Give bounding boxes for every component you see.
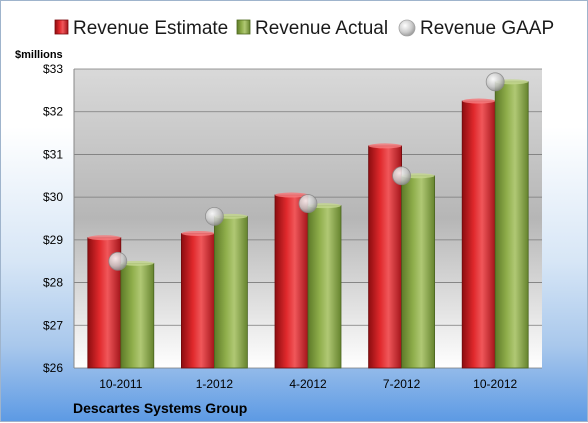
y-tick-label: $30 bbox=[43, 190, 63, 204]
gaap-marker bbox=[108, 251, 128, 271]
y-tick-label: $26 bbox=[43, 361, 63, 375]
bar-revenue-actual bbox=[494, 79, 529, 369]
bar-revenue-actual bbox=[401, 173, 436, 369]
gaap-markers bbox=[108, 72, 505, 271]
gaap-marker bbox=[298, 194, 318, 213]
legend-swatch-actual bbox=[236, 19, 251, 35]
y-tick-label: $31 bbox=[43, 147, 63, 161]
bar-revenue-estimate bbox=[274, 192, 309, 369]
gaap-marker bbox=[485, 72, 505, 92]
y-tick-label: $32 bbox=[43, 105, 63, 119]
x-tick-label: 1-2012 bbox=[196, 377, 234, 391]
x-tick-label: 4-2012 bbox=[289, 377, 327, 391]
x-axis-ticks: 10-2011 1-2012 4-2012 7-2012 10-2012 bbox=[99, 377, 517, 391]
legend-marker-gaap bbox=[398, 19, 416, 37]
x-tick-label: 7-2012 bbox=[383, 377, 421, 391]
bar-revenue-estimate bbox=[180, 230, 215, 369]
y-tick-label: $33 bbox=[43, 62, 63, 76]
bars bbox=[87, 79, 529, 369]
legend-swatch-estimate bbox=[54, 19, 69, 35]
legend: Revenue Estimate Revenue Actual Revenue … bbox=[54, 18, 554, 39]
gaap-marker bbox=[392, 166, 412, 186]
bar-revenue-actual bbox=[213, 213, 248, 369]
y-axis-unit-label: $millions bbox=[15, 49, 63, 61]
legend-label-gaap: Revenue GAAP bbox=[420, 18, 554, 39]
legend-label-actual: Revenue Actual bbox=[255, 18, 388, 39]
y-axis-ticks: $26 $27 $28 $29 $30 $31 $32 $33 bbox=[43, 62, 63, 375]
y-tick-label: $28 bbox=[43, 276, 63, 290]
y-tick-label: $27 bbox=[43, 318, 63, 332]
bar-revenue-actual bbox=[307, 203, 342, 369]
x-tick-label: 10-2011 bbox=[99, 377, 142, 391]
company-name: Descartes Systems Group bbox=[73, 400, 247, 416]
bar-revenue-actual bbox=[120, 260, 155, 369]
legend-label-estimate: Revenue Estimate bbox=[73, 18, 228, 39]
gaap-marker bbox=[204, 206, 224, 226]
y-tick-label: $29 bbox=[43, 233, 63, 247]
bar-revenue-estimate bbox=[461, 98, 496, 369]
x-tick-label: 10-2012 bbox=[473, 377, 517, 391]
